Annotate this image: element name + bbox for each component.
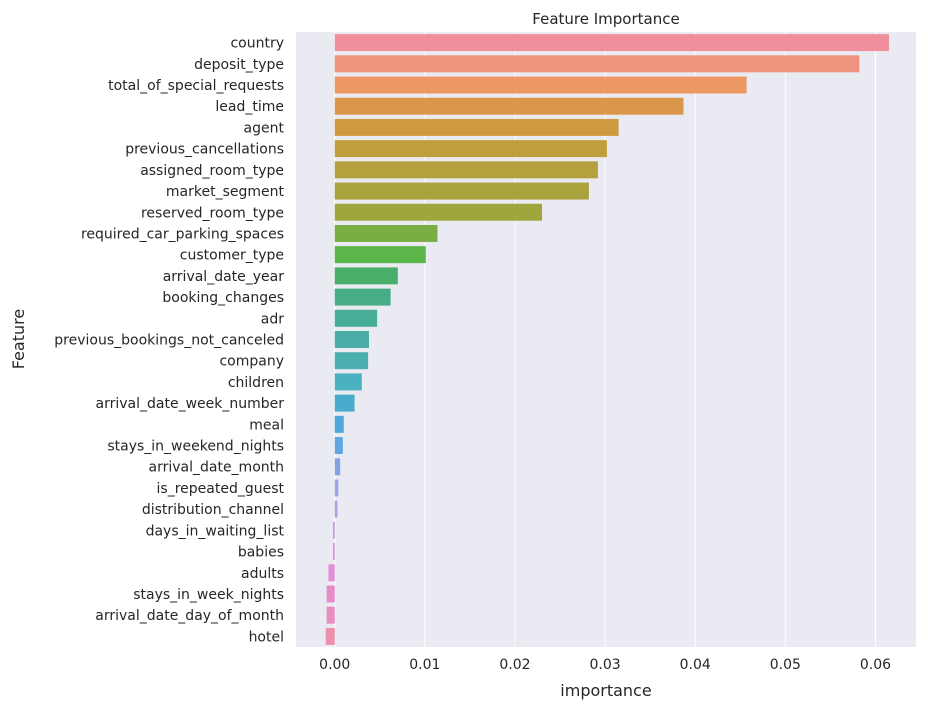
x-tick-label: 0.02 (499, 657, 530, 673)
y-tick-label: distribution_channel (142, 502, 284, 518)
bar-babies (332, 543, 335, 561)
bar-assigned-room-type (334, 161, 598, 179)
y-tick-label: children (228, 375, 284, 391)
y-tick-label: arrival_date_month (149, 460, 285, 476)
x-tick-label: 0.06 (860, 657, 891, 673)
y-tick-label: previous_bookings_not_canceled (54, 333, 284, 349)
y-tick-labels: country deposit_type total_of_special_requ… (54, 36, 284, 646)
bar-total-of-special-requests (334, 76, 747, 94)
bar-reserved-room-type (334, 203, 543, 221)
bar-arrival-date-day-of-month (326, 606, 335, 624)
bar-required-car-parking-spaces (334, 224, 438, 242)
y-tick-label: customer_type (180, 248, 284, 264)
x-tick-label: 0.04 (680, 657, 711, 673)
bar-arrival-date-month (334, 458, 341, 476)
y-tick-label: arrival_date_day_of_month (95, 608, 284, 624)
bar-country (334, 34, 889, 52)
bar-booking-changes (334, 288, 391, 306)
x-tick-label: 0.00 (319, 657, 350, 673)
bar-stays-in-week-nights (326, 585, 335, 603)
bar-market-segment (334, 182, 589, 200)
y-tick-label: country (230, 36, 284, 52)
bar-lead-time (334, 97, 684, 115)
y-tick-label: days_in_waiting_list (146, 523, 285, 539)
y-axis-title: Feature (9, 309, 28, 369)
y-tick-label: arrival_date_year (163, 269, 285, 285)
y-tick-label: adults (241, 566, 284, 582)
x-tick-label: 0.05 (770, 657, 801, 673)
y-tick-label: required_car_parking_spaces (81, 226, 284, 242)
x-tick-label: 0.03 (590, 657, 621, 673)
bar-agent (334, 118, 619, 136)
bar-children (334, 373, 362, 391)
bar-hotel (325, 627, 335, 645)
bar-deposit-type (334, 55, 860, 73)
bar-stays-in-weekend-nights (334, 437, 343, 455)
bar-is-repeated-guest (334, 479, 339, 497)
x-tick-label: 0.01 (409, 657, 440, 673)
bar-customer-type (334, 246, 426, 264)
y-tick-label: stays_in_week_nights (133, 587, 284, 603)
chart-title: Feature Importance (532, 10, 679, 28)
y-tick-label: deposit_type (194, 57, 284, 73)
y-tick-label: babies (238, 545, 284, 561)
y-tick-label: is_repeated_guest (157, 481, 285, 497)
y-tick-label: assigned_room_type (140, 163, 284, 179)
y-tick-label: arrival_date_week_number (96, 396, 285, 412)
bar-arrival-date-week-number (334, 394, 355, 412)
bar-distribution-channel (334, 500, 338, 518)
y-tick-label: reserved_room_type (141, 205, 284, 221)
bar-company (334, 352, 369, 370)
bar-adults (328, 564, 335, 582)
y-tick-label: adr (261, 311, 284, 327)
bar-previous-cancellations (334, 140, 607, 158)
y-tick-label: previous_cancellations (125, 142, 284, 158)
y-tick-label: stays_in_weekend_nights (107, 439, 284, 455)
y-tick-label: market_segment (166, 184, 285, 200)
bar-arrival-date-year (334, 267, 398, 285)
y-tick-label: total_of_special_requests (108, 78, 284, 94)
x-tick-labels: 0.00 0.01 0.02 0.03 0.04 0.05 0.06 (319, 657, 891, 673)
y-tick-label: agent (244, 120, 285, 136)
bar-previous-bookings-not-canceled (334, 331, 369, 348)
y-tick-label: hotel (249, 629, 284, 645)
bars (325, 34, 889, 645)
y-tick-label: lead_time (215, 99, 284, 115)
bar-adr (334, 309, 378, 327)
x-axis-title: importance (560, 681, 651, 700)
bar-days-in-waiting-list (332, 521, 335, 539)
bar-meal (334, 415, 344, 433)
y-tick-label: booking_changes (162, 290, 284, 306)
y-tick-label: meal (249, 417, 284, 433)
y-tick-label: company (219, 354, 284, 370)
